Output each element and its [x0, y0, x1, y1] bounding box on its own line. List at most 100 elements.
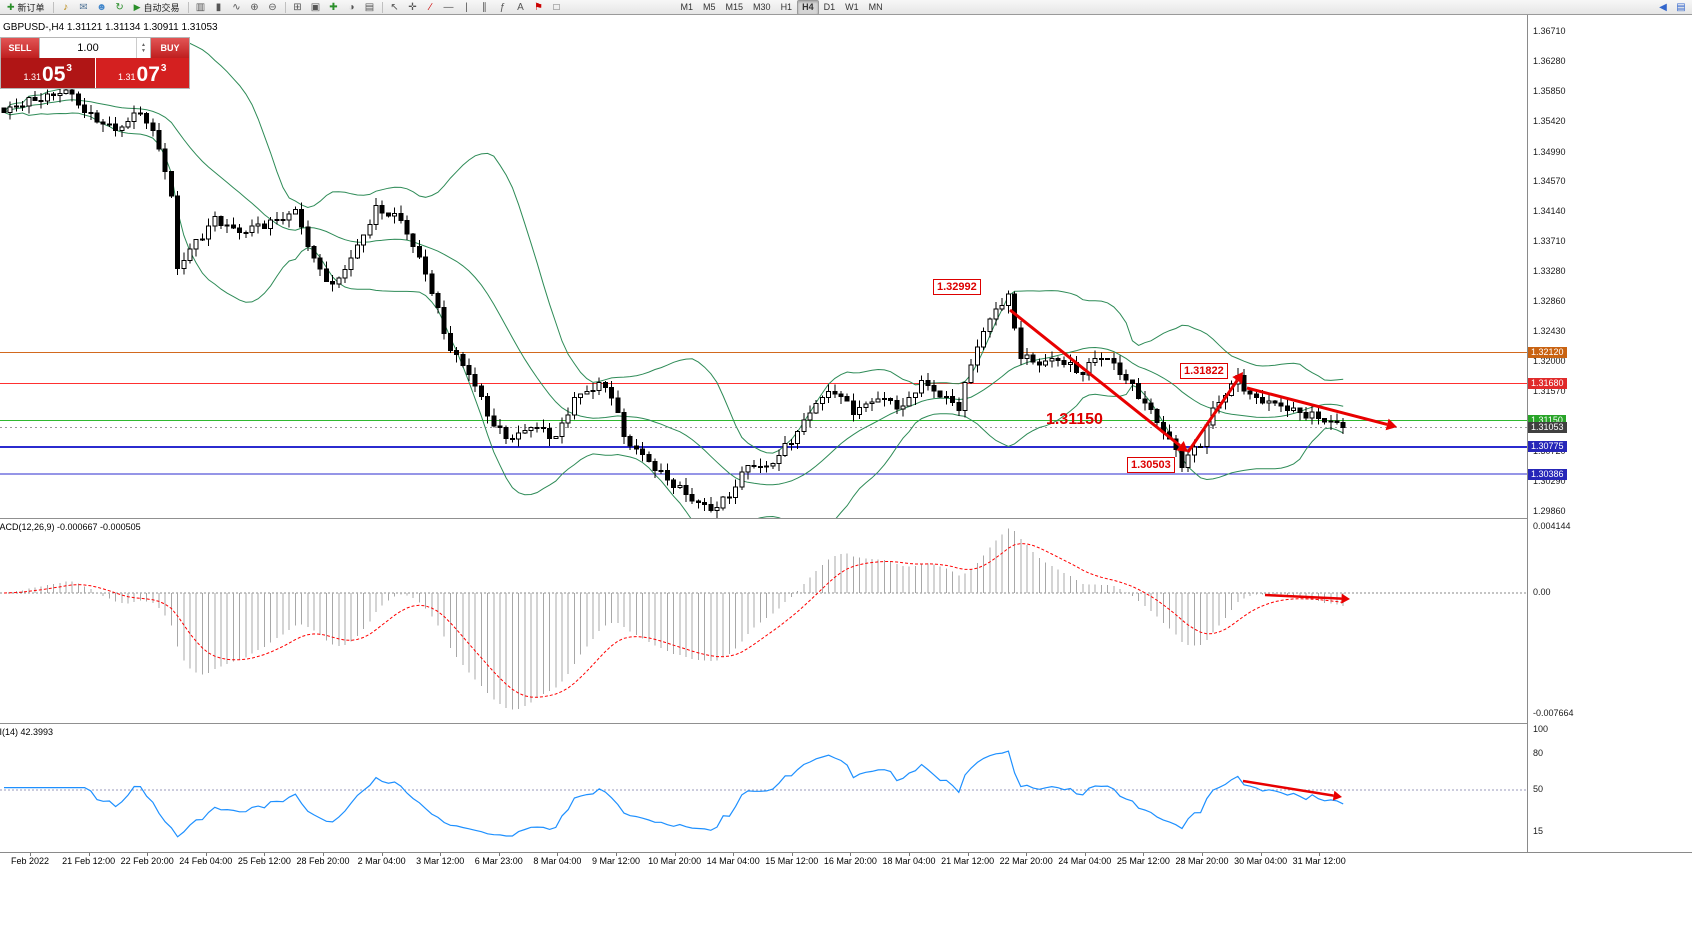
community-icon[interactable]: ☻	[96, 1, 107, 13]
price-tick: 1.36710	[1533, 26, 1566, 36]
time-tick-mark	[381, 853, 383, 856]
fibonacci-icon[interactable]: ƒ	[499, 1, 506, 13]
price-level-chip: 1.31150	[1528, 415, 1566, 427]
rsi-canvas[interactable]	[0, 724, 1527, 852]
zoom-in-icon[interactable]: ⊕	[250, 1, 259, 13]
macd-panel: MACD(12,26,9) -0.000667 -0.000505	[0, 518, 1692, 723]
arrow-flag-icon[interactable]: ⚑	[534, 1, 543, 13]
price-axis[interactable]: 1.36710 1.36280 1.35850 1.35420 1.34990 1.345…	[1527, 15, 1692, 852]
chart-title: GBPUSD-,H4 1.31121 1.31134 1.30911 1.310…	[3, 22, 218, 33]
time-axis-label: 16 Mar 20:00	[823, 856, 877, 866]
sell-button[interactable]: SELL	[1, 38, 39, 58]
price-level-chip: 1.32120	[1528, 347, 1567, 359]
time-tick-mark	[557, 853, 559, 856]
volume-stepper[interactable]: ▲ ▼	[136, 38, 150, 58]
price-tick: 1.29860	[1533, 506, 1566, 516]
sell-price-panel[interactable]: 1.31 05 3	[1, 58, 96, 88]
horizontal-line-icon[interactable]: ―	[443, 1, 454, 13]
timeframe-button-D1[interactable]: D1	[823, 2, 836, 12]
crosshair-icon[interactable]: ✛	[408, 1, 417, 13]
shapes-icon[interactable]: □	[553, 1, 560, 13]
time-tick-mark	[440, 853, 442, 856]
price-annotation[interactable]: 1.32992	[933, 279, 981, 295]
chart-shift-icon[interactable]: ◀	[1659, 1, 1667, 13]
price-tick: 1.32860	[1533, 295, 1566, 306]
price-tick: 1.33280	[1533, 266, 1566, 277]
volume-input[interactable]	[40, 38, 136, 58]
time-tick-mark	[323, 853, 324, 856]
autotrading-button[interactable]: ▶ 自动交易	[129, 0, 185, 15]
toolbar-right-group: ◀ ▤	[1654, 0, 1690, 15]
time-axis-label: 8 Mar 04:00	[533, 856, 582, 866]
rsi-level-tick: 15	[1533, 826, 1544, 836]
macd-canvas[interactable]	[0, 519, 1527, 723]
price-tick: 1.34990	[1533, 146, 1566, 157]
timeframe-button-MN[interactable]: MN	[868, 2, 883, 12]
channel-icon[interactable]: ∥	[482, 1, 487, 13]
timeframe-button-M30[interactable]: M30	[753, 2, 771, 12]
price-tick: 1.34570	[1533, 175, 1566, 186]
timeframe-button-W1[interactable]: W1	[845, 2, 859, 12]
alerts-icon[interactable]: ♪	[63, 1, 69, 13]
tile-windows-icon[interactable]: ⊞	[293, 1, 302, 13]
periods-icon[interactable]: ◑	[348, 1, 355, 13]
trendline-icon[interactable]: ∕	[429, 1, 432, 13]
arrange-windows-icon[interactable]: ▣	[310, 1, 321, 13]
time-tick-mark	[616, 853, 617, 856]
rsi-level-tick: 100	[1533, 724, 1549, 734]
line-chart-icon[interactable]: ∿	[232, 1, 241, 13]
price-annotation[interactable]: 1.31822	[1180, 363, 1228, 379]
timeframe-button-M5[interactable]: M5	[703, 2, 716, 12]
time-tick-mark	[967, 853, 969, 856]
cursor-icon[interactable]: ↖	[390, 1, 399, 13]
refresh-icon[interactable]: ↻	[115, 1, 124, 13]
new-order-button[interactable]: ✚ 新订单	[2, 0, 50, 15]
mailbox-icon[interactable]: ✉	[79, 1, 88, 13]
timeframe-button-H1[interactable]: H1	[780, 2, 793, 12]
time-tick-mark	[1026, 853, 1028, 856]
bar-chart-icon[interactable]: ▥	[195, 1, 206, 13]
docs-icon[interactable]: ▤	[1676, 1, 1686, 13]
zoom-out-icon[interactable]: ⊖	[268, 1, 277, 13]
price-chart-canvas[interactable]	[0, 15, 1527, 518]
time-axis-label: 2 Mar 04:00	[357, 856, 406, 866]
toolbar-separator	[52, 1, 54, 13]
price-tick: 1.32000	[1533, 356, 1566, 367]
time-tick-mark	[88, 853, 90, 856]
time-axis-label: 10 Mar 20:00	[648, 856, 702, 866]
time-tick-mark	[1202, 853, 1203, 856]
time-axis-label: 22 Feb 20:00	[120, 856, 174, 866]
text-icon[interactable]: A	[517, 1, 524, 13]
price-annotation[interactable]: 1.30503	[1127, 457, 1175, 473]
timeframe-button-M1[interactable]: M1	[680, 2, 694, 12]
time-tick-mark	[30, 853, 31, 856]
timeframe-button-M15[interactable]: M15	[725, 2, 744, 12]
vertical-line-icon[interactable]: |	[465, 1, 468, 13]
buy-price-panel[interactable]: 1.31 07 3	[95, 58, 189, 88]
time-axis[interactable]: Feb 2022 21 Feb 12:00 22 Feb 20:00 24 Feb 0…	[0, 852, 1692, 868]
timeframe-button-H4[interactable]: H4	[797, 0, 819, 15]
candlestick-chart-icon[interactable]: ▮	[215, 1, 222, 13]
templates-icon[interactable]: ▤	[364, 1, 375, 13]
time-tick-mark	[674, 853, 676, 856]
macd-scale-top: 0.004144	[1533, 521, 1571, 531]
time-tick-mark	[264, 853, 266, 856]
time-axis-label: 18 Mar 04:00	[882, 856, 936, 866]
toolbar-separator	[187, 1, 189, 13]
price-level-chip: 1.30386	[1528, 468, 1567, 480]
price-level-chip: 1.30775	[1528, 441, 1567, 453]
sell-price-small: 1.31	[23, 72, 42, 82]
toolbar-separator	[284, 1, 286, 13]
sell-price-pipette: 3	[66, 63, 72, 74]
toolbar-separator	[381, 1, 383, 13]
new-order-button-label: 新订单	[17, 2, 45, 13]
current-price-chip: 1.31053	[1528, 421, 1567, 433]
price-annotation[interactable]: 1.31150	[1046, 411, 1103, 428]
price-tick: 1.34140	[1533, 206, 1566, 217]
buy-button[interactable]: BUY	[151, 38, 189, 58]
time-axis-label: 14 Mar 04:00	[706, 856, 760, 866]
time-tick-mark	[1143, 853, 1145, 856]
indicators-icon[interactable]: ✚	[329, 1, 338, 13]
